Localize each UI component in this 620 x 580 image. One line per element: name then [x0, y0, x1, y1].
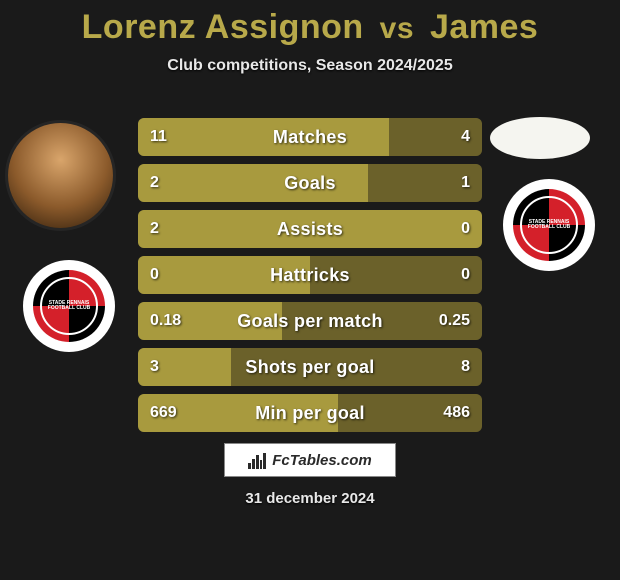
title-vs: vs — [380, 12, 414, 45]
stat-label: Min per goal — [138, 394, 482, 432]
stat-row: Min per goal669 486 — [138, 394, 482, 432]
brand-label: FcTables.com — [272, 452, 371, 469]
stat-value-left: 2 — [150, 210, 159, 248]
stat-value-right: 8 — [461, 348, 470, 386]
stat-value-left: 0.18 — [150, 302, 181, 340]
stat-row: Shots per goal3 8 — [138, 348, 482, 386]
stat-value-left: 0 — [150, 256, 159, 294]
stat-value-right: 0 — [461, 210, 470, 248]
stat-row: Goals per match0.18 0.25 — [138, 302, 482, 340]
player1-club-crest: STADE RENNAIS FOOTBALL CLUB — [23, 260, 115, 352]
stat-label: Assists — [138, 210, 482, 248]
stat-label: Shots per goal — [138, 348, 482, 386]
crest-text: STADE RENNAIS FOOTBALL CLUB — [48, 301, 90, 312]
title-player2: James — [430, 8, 538, 46]
stat-label: Hattricks — [138, 256, 482, 294]
stat-row: Goals2 1 — [138, 164, 482, 202]
page-title: Lorenz Assignon vs James — [0, 0, 620, 47]
player1-portrait — [8, 123, 113, 228]
title-player1: Lorenz Assignon — [82, 8, 364, 46]
stat-label: Matches — [138, 118, 482, 156]
brand-box[interactable]: FcTables.com — [224, 443, 396, 477]
stat-value-left: 669 — [150, 394, 177, 432]
stat-value-right: 486 — [443, 394, 470, 432]
subtitle: Club competitions, Season 2024/2025 — [0, 57, 620, 75]
bar-chart-icon — [248, 451, 266, 469]
date-label: 31 december 2024 — [0, 490, 620, 507]
stat-label: Goals per match — [138, 302, 482, 340]
stat-row: Assists2 0 — [138, 210, 482, 248]
player2-club-crest: STADE RENNAIS FOOTBALL CLUB — [503, 179, 595, 271]
stat-label: Goals — [138, 164, 482, 202]
stat-value-right: 0.25 — [439, 302, 470, 340]
stat-value-left: 3 — [150, 348, 159, 386]
stat-value-right: 1 — [461, 164, 470, 202]
crest-text: STADE RENNAIS FOOTBALL CLUB — [528, 220, 570, 231]
stat-row: Matches11 4 — [138, 118, 482, 156]
stat-value-right: 4 — [461, 118, 470, 156]
stat-row: Hattricks0 0 — [138, 256, 482, 294]
player2-portrait — [490, 117, 590, 159]
stat-value-left: 2 — [150, 164, 159, 202]
stats-comparison-bars: Matches114Goals21Assists20Hattricks00Goa… — [138, 118, 482, 440]
stat-value-right: 0 — [461, 256, 470, 294]
stat-value-left: 11 — [150, 118, 167, 156]
